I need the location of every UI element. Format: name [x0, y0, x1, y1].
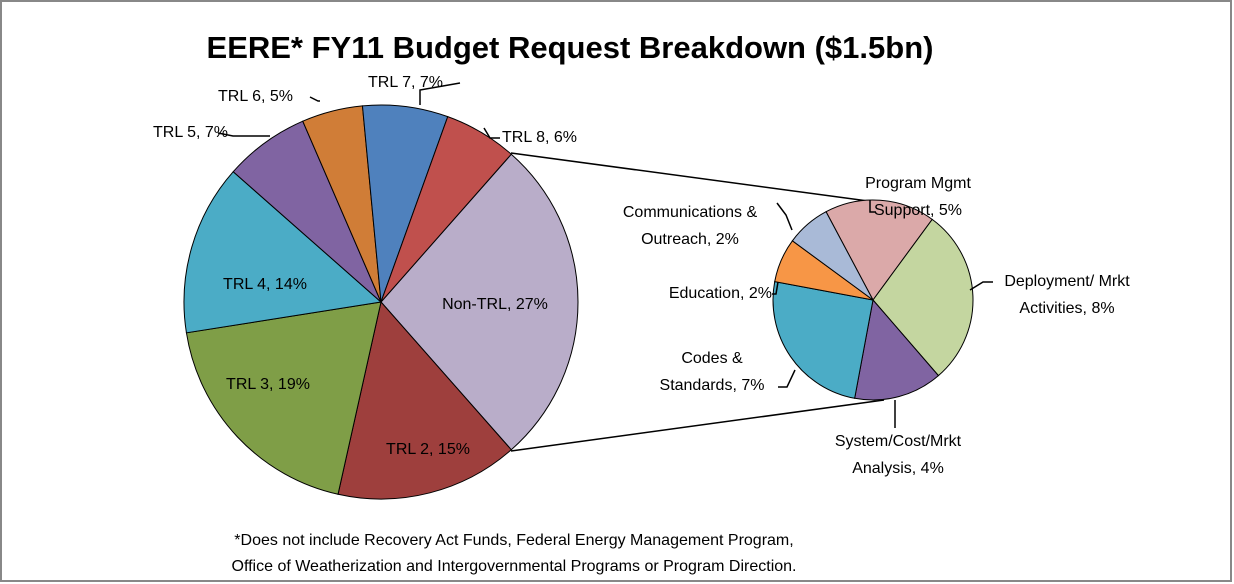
data-label: TRL 7, 7% [368, 74, 443, 91]
connector [510, 152, 869, 202]
pie-slice [183, 171, 383, 334]
chart-title: EERE* FY11 Budget Request Breakdown ($1.… [207, 30, 934, 65]
data-label: Codes & Standards, 7% [660, 350, 765, 394]
pie-slice [825, 199, 933, 301]
data-label: TRL 3, 19% [226, 376, 310, 393]
leader-line [217, 132, 270, 137]
data-label: TRL 6, 5% [218, 88, 293, 105]
data-label: Education, 2% [669, 285, 772, 302]
pie-slice [872, 218, 974, 377]
leader-line [869, 200, 876, 213]
pie-slice [854, 298, 940, 401]
data-label: Non-TRL, 27% [442, 296, 548, 313]
footnote: *Does not include Recovery Act Funds, Fe… [234, 532, 793, 549]
connector [510, 399, 885, 452]
footnote: Office of Weatherization and Intergovern… [232, 558, 797, 575]
pie-slice [791, 211, 874, 301]
data-label: System/Cost/Mrkt Analysis, 4% [835, 433, 962, 477]
data-label: TRL 8, 6% [502, 129, 577, 146]
data-label: Deployment/ Mrkt Activities, 8% [1004, 273, 1130, 317]
data-label: Communications & Outreach, 2% [623, 204, 758, 248]
pie-slice [380, 116, 512, 303]
leader-line [778, 369, 796, 388]
data-label: TRL 4, 14% [223, 276, 307, 293]
leader-line [419, 82, 461, 105]
leader-line [483, 127, 500, 139]
leader-line [776, 202, 793, 231]
leader-line [309, 96, 320, 102]
data-label: Program Mgmt Support, 5% [865, 175, 971, 219]
pie-slice [185, 301, 382, 495]
pie-slice [337, 300, 512, 500]
data-label: TRL 5, 7% [153, 124, 228, 141]
leader-line [772, 281, 779, 295]
pie-slice [772, 281, 874, 399]
data-label: TRL 2, 15% [386, 441, 470, 458]
pie-slice [380, 153, 579, 451]
leader-line [969, 281, 993, 291]
